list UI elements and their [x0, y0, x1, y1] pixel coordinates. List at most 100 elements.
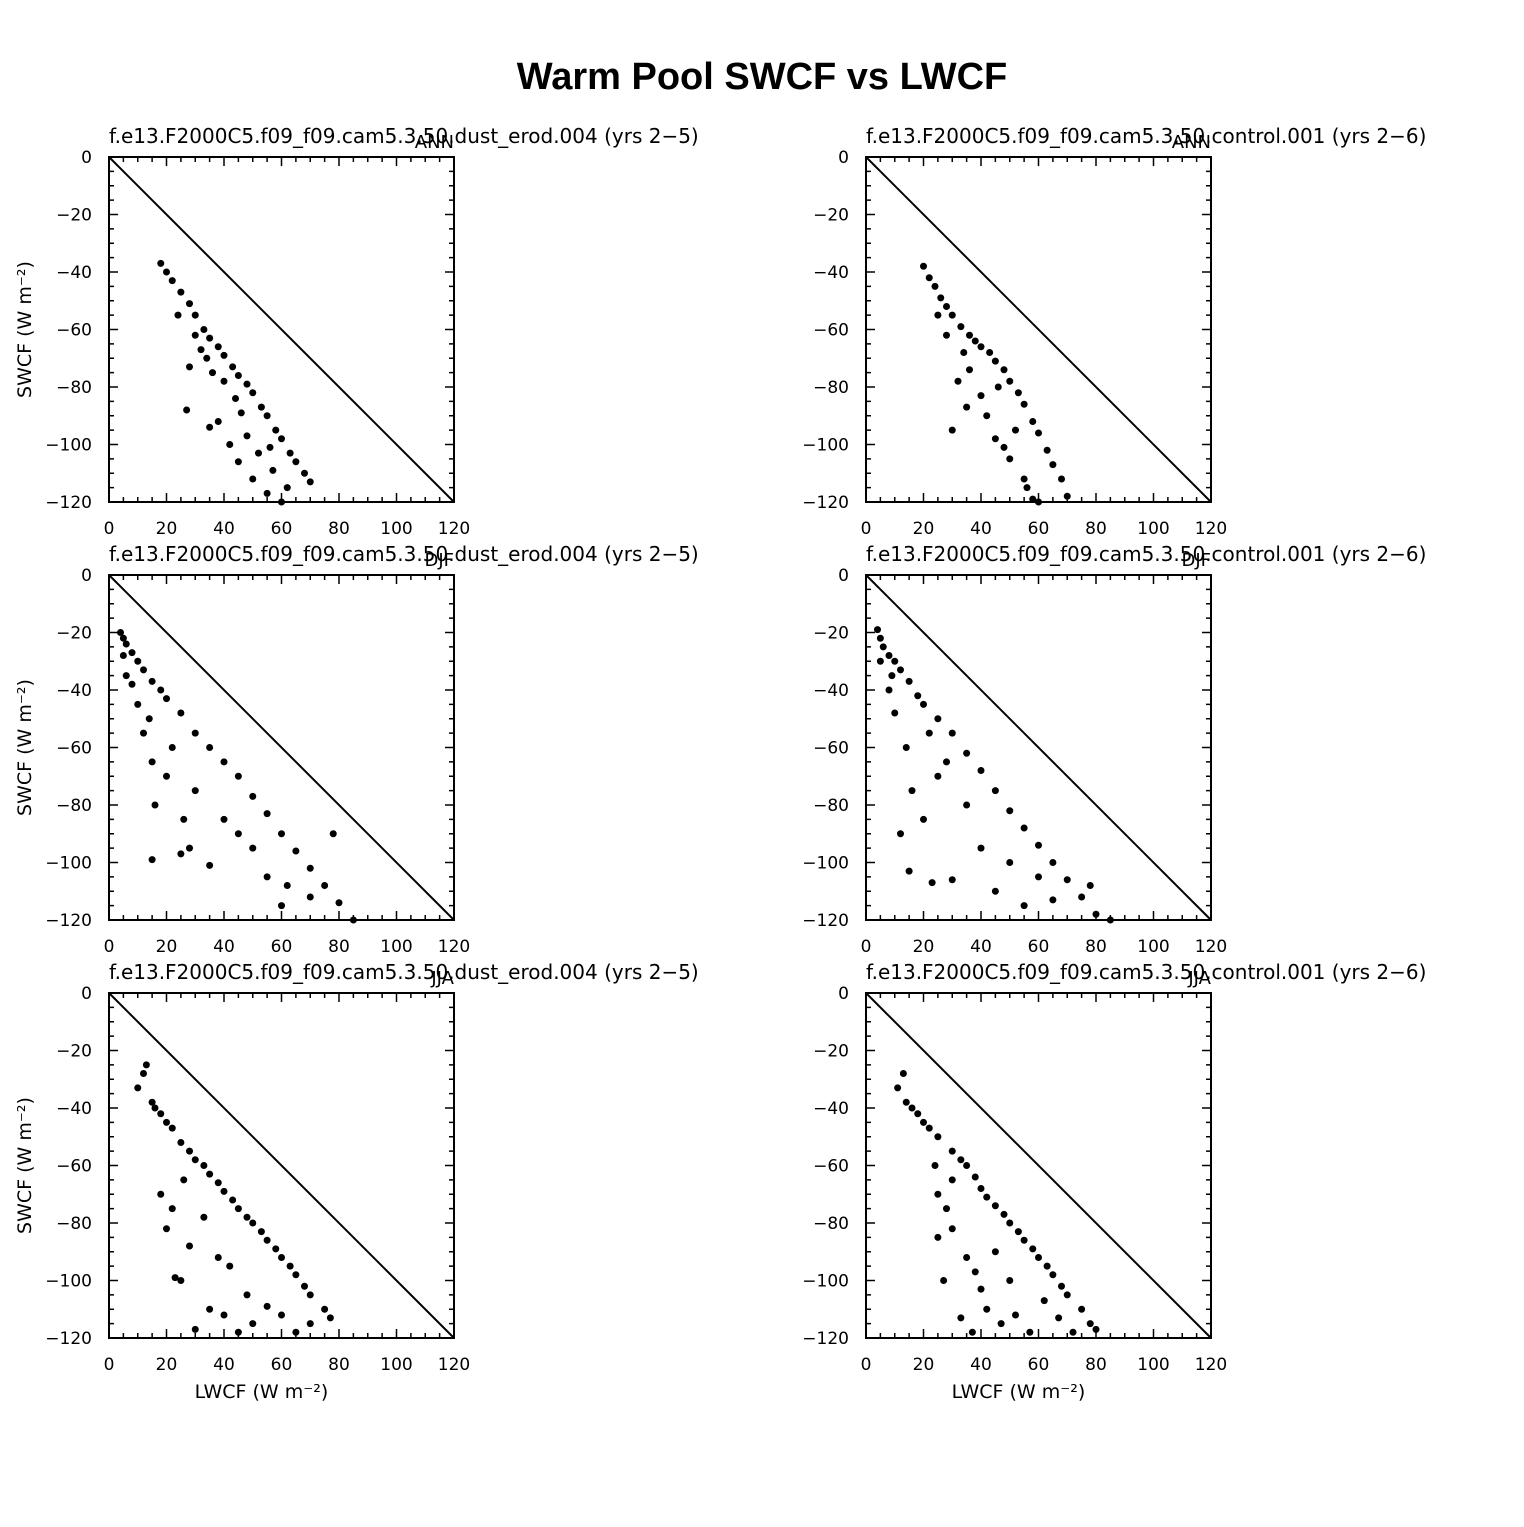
- data-point: [278, 902, 285, 910]
- data-point: [1006, 1219, 1014, 1227]
- panel-title: f.e13.F2000C5.f09_f09.cam5.3.50.control.…: [866, 124, 1426, 148]
- data-point: [257, 1228, 265, 1236]
- data-point: [269, 466, 277, 474]
- data-point: [128, 680, 136, 688]
- data-point: [257, 403, 265, 411]
- data-point: [140, 666, 147, 674]
- data-point: [249, 844, 257, 852]
- data-point: [234, 772, 242, 780]
- reference-line: [108, 156, 455, 503]
- x-tick-label: 60: [1028, 1355, 1050, 1375]
- y-tick-label: −60: [813, 321, 849, 341]
- data-point: [122, 672, 130, 680]
- x-tick-label: 80: [1085, 937, 1107, 957]
- reference-line: [865, 992, 1212, 1339]
- x-tick-label: 60: [271, 937, 293, 957]
- data-point: [232, 395, 239, 402]
- panel-2: 0 20 40 60 80 100 120 0 −20 −40 −60 −80 −100 −120 f.e1…: [802, 124, 1426, 539]
- x-tick-label: 120: [438, 1355, 470, 1375]
- panel-title: f.e13.F2000C5.f09_f09.cam5.3.50.control.…: [866, 542, 1426, 566]
- data-point: [971, 1268, 979, 1276]
- data-point: [145, 715, 153, 723]
- data-point: [963, 749, 971, 757]
- x-tick-label: 0: [104, 1355, 115, 1375]
- x-tick-label: 80: [1085, 1355, 1107, 1375]
- data-point: [191, 1325, 199, 1333]
- data-point: [237, 409, 245, 417]
- data-point: [306, 1291, 314, 1299]
- x-axis-label: LWCF (W m⁻²): [952, 1381, 1086, 1403]
- data-point: [263, 1302, 271, 1310]
- y-tick-label: −120: [802, 1329, 849, 1349]
- y-tick-label: −20: [56, 206, 92, 226]
- data-point: [897, 830, 904, 838]
- reference-line: [865, 156, 1212, 503]
- data-point: [292, 458, 300, 466]
- y-tick-label: −100: [802, 436, 849, 456]
- data-point: [1029, 495, 1037, 503]
- data-point: [885, 652, 893, 659]
- data-point: [931, 1162, 939, 1169]
- data-point: [206, 1170, 214, 1178]
- data-point: [920, 700, 927, 708]
- data-point: [1049, 896, 1057, 904]
- data-point: [948, 1176, 956, 1184]
- data-point: [186, 844, 193, 852]
- x-tick-label: 40: [970, 1355, 992, 1375]
- data-point: [908, 1104, 916, 1112]
- data-point: [163, 1118, 170, 1126]
- data-point: [263, 489, 271, 497]
- data-point: [186, 1147, 193, 1155]
- data-point: [934, 715, 942, 723]
- data-point: [879, 643, 887, 651]
- data-point: [997, 1320, 1005, 1328]
- season-label: JJA: [1187, 968, 1211, 989]
- data-point: [954, 377, 962, 385]
- data-point: [1012, 426, 1019, 434]
- data-point: [214, 418, 222, 425]
- data-point: [1063, 1291, 1071, 1299]
- data-point: [286, 449, 294, 457]
- data-point: [1006, 377, 1014, 385]
- data-point: [128, 649, 136, 657]
- data-point: [977, 1185, 985, 1192]
- y-tick-label: −20: [813, 624, 849, 644]
- x-tick-label: 0: [104, 937, 115, 957]
- x-tick-label: 60: [271, 519, 293, 539]
- y-axis-label: SWCF (W m⁻²): [14, 261, 36, 398]
- data-point: [134, 700, 142, 708]
- data-point: [957, 1156, 965, 1164]
- x-tick-label: 20: [156, 1355, 178, 1375]
- data-point: [171, 1274, 179, 1282]
- data-point: [1000, 366, 1008, 374]
- y-tick-label: 0: [81, 566, 92, 586]
- data-point: [278, 1311, 285, 1319]
- data-point: [928, 879, 936, 887]
- y-tick-label: −80: [56, 378, 92, 398]
- data-point: [243, 432, 251, 440]
- data-point: [321, 882, 329, 889]
- data-point: [983, 412, 991, 420]
- figure-title: Warm Pool SWCF vs LWCF: [516, 56, 1008, 98]
- data-point: [321, 1305, 329, 1313]
- data-point: [1006, 1277, 1014, 1284]
- data-point: [897, 666, 904, 674]
- data-point: [163, 1225, 170, 1233]
- data-point: [902, 1098, 910, 1106]
- data-point: [1049, 461, 1057, 469]
- data-point: [157, 686, 165, 694]
- y-tick-label: 0: [838, 148, 849, 168]
- data-point: [934, 1133, 942, 1141]
- data-point: [1020, 824, 1028, 832]
- data-point: [991, 887, 999, 895]
- y-tick-label: −100: [802, 854, 849, 874]
- data-point: [151, 801, 159, 809]
- data-point: [925, 729, 933, 737]
- data-point: [1020, 400, 1028, 408]
- y-tick-label: −40: [813, 263, 849, 283]
- panel-title: f.e13.F2000C5.f09_f09.cam5.3.50.control.…: [866, 960, 1426, 984]
- y-tick-label: 0: [81, 148, 92, 168]
- data-point: [206, 334, 214, 342]
- y-tick-label: −60: [56, 321, 92, 341]
- data-point: [966, 331, 973, 339]
